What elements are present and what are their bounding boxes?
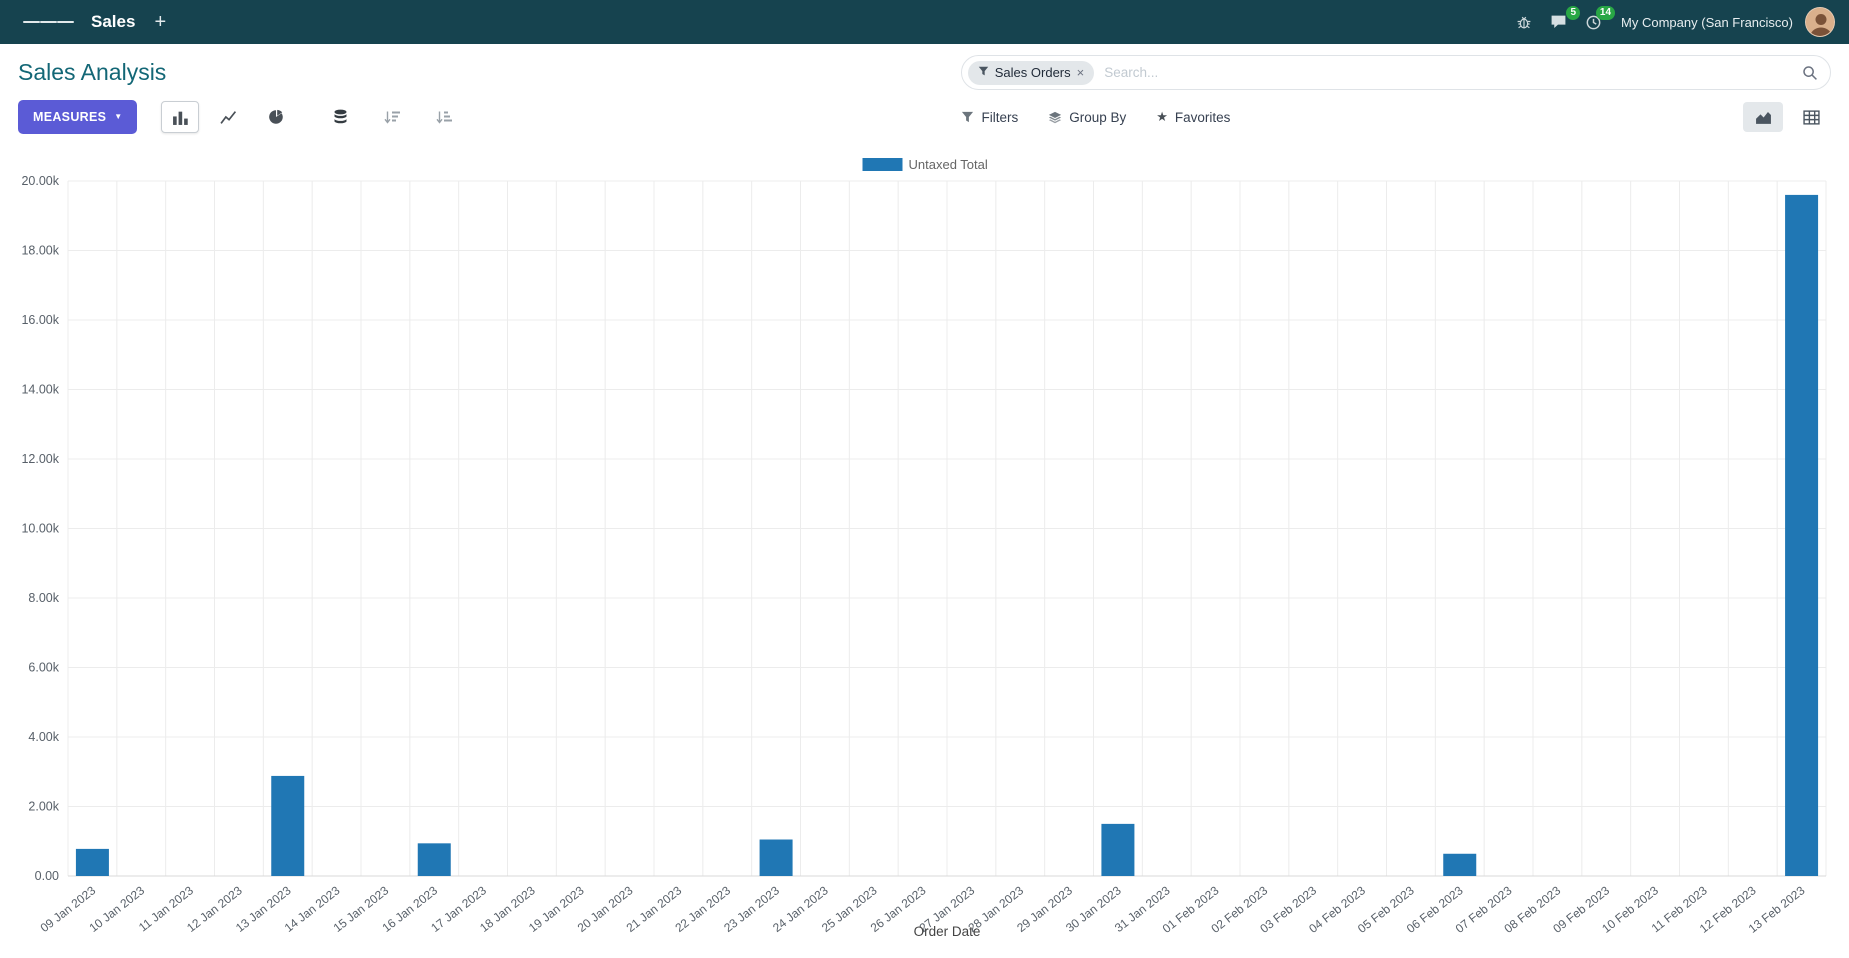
- search-bar[interactable]: Sales Orders ×: [960, 55, 1831, 90]
- bar-13-Jan-2023[interactable]: [271, 775, 305, 876]
- messages-icon[interactable]: 5: [1541, 6, 1581, 36]
- filters-label: Filters: [981, 109, 1019, 125]
- plus-icon[interactable]: +: [145, 5, 175, 40]
- group-by-label: Group By: [1069, 109, 1127, 125]
- bar-16-Jan-2023[interactable]: [417, 843, 451, 876]
- svg-text:0.00: 0.00: [35, 869, 59, 883]
- activities-badge: 14: [1595, 5, 1616, 20]
- svg-text:18.00k: 18.00k: [21, 244, 59, 258]
- legend-label: Untaxed Total: [909, 157, 988, 172]
- app-name-sales[interactable]: Sales: [91, 12, 136, 31]
- apps-menu-icon[interactable]: [14, 13, 83, 31]
- favorites-label: Favorites: [1174, 109, 1231, 125]
- facet-label: Sales Orders: [994, 65, 1071, 80]
- search-facet-sales-orders[interactable]: Sales Orders ×: [967, 60, 1095, 85]
- filters-button[interactable]: Filters: [961, 110, 1018, 125]
- search-options: Filters Group By ★ Favorites: [961, 109, 1230, 125]
- graph-view-icon[interactable]: [1743, 102, 1783, 132]
- chart-area: 0.00 2.00k 4.00k 6.00k 8.00k 10.00k 12.00k 14.0…: [0, 146, 1849, 950]
- view-switcher: [1743, 102, 1831, 132]
- sales-bar-chart[interactable]: 0.00 2.00k 4.00k 6.00k 8.00k 10.00k 12.00k 14.0…: [0, 146, 1849, 950]
- svg-text:14.00k: 14.00k: [21, 383, 59, 397]
- favorites-button[interactable]: ★ Favorites: [1156, 109, 1230, 125]
- chart-grid: [67, 180, 1827, 877]
- search-icon[interactable]: [1802, 65, 1818, 81]
- bar-chart-view-icon[interactable]: [161, 101, 200, 133]
- facet-remove-icon[interactable]: ×: [1076, 65, 1085, 80]
- bar-06-Feb-2023[interactable]: [1443, 853, 1477, 876]
- pivot-view-icon[interactable]: [1791, 102, 1831, 132]
- company-switcher[interactable]: My Company (San Francisco): [1621, 14, 1793, 30]
- bar-23-Jan-2023[interactable]: [759, 839, 793, 876]
- bar-30-Jan-2023[interactable]: [1101, 823, 1135, 876]
- sort-desc-icon[interactable]: [373, 101, 411, 133]
- star-icon: ★: [1156, 109, 1168, 124]
- svg-text:4.00k: 4.00k: [28, 730, 59, 744]
- sort-asc-icon[interactable]: [425, 101, 463, 133]
- chart-legend[interactable]: Untaxed Total: [862, 157, 988, 172]
- x-axis-title: Order Date: [914, 924, 981, 939]
- layers-icon: [1048, 111, 1062, 124]
- debug-bug-icon[interactable]: [1507, 8, 1541, 36]
- search-input[interactable]: [1104, 65, 1802, 80]
- bar-13-Feb-2023[interactable]: [1785, 194, 1819, 876]
- top-navbar: Sales + 5 14 My Company (San Francisco): [0, 0, 1849, 44]
- user-avatar[interactable]: [1805, 7, 1835, 37]
- svg-text:10.00k: 10.00k: [21, 522, 59, 536]
- svg-text:6.00k: 6.00k: [28, 661, 59, 675]
- filter-icon: [961, 111, 974, 124]
- control-panel: Sales Analysis Sales Orders × MEASURES: [0, 44, 1849, 146]
- svg-text:12.00k: 12.00k: [21, 452, 59, 466]
- group-by-button[interactable]: Group By: [1048, 110, 1126, 125]
- page-title: Sales Analysis: [18, 59, 167, 85]
- line-chart-view-icon[interactable]: [209, 101, 247, 133]
- pie-chart-view-icon[interactable]: [257, 101, 295, 133]
- caret-down-icon: ▼: [114, 112, 123, 121]
- bar-09-Jan-2023[interactable]: [75, 848, 109, 876]
- filter-icon: [978, 64, 989, 82]
- stacked-toggle-icon[interactable]: [321, 101, 359, 133]
- activities-clock-icon[interactable]: 14: [1576, 5, 1616, 37]
- y-axis-labels: 0.00 2.00k 4.00k 6.00k 8.00k 10.00k 12.00k 14.0…: [21, 174, 59, 883]
- measures-button[interactable]: MEASURES ▼: [18, 100, 138, 134]
- svg-text:2.00k: 2.00k: [28, 800, 59, 814]
- svg-text:8.00k: 8.00k: [28, 591, 59, 605]
- measures-label: MEASURES: [33, 110, 107, 124]
- bars: [75, 194, 1819, 876]
- chart-type-group: [161, 101, 295, 133]
- legend-swatch: [862, 158, 903, 171]
- svg-text:20.00k: 20.00k: [21, 174, 59, 188]
- messages-badge: 5: [1566, 6, 1581, 20]
- svg-text:16.00k: 16.00k: [21, 313, 59, 327]
